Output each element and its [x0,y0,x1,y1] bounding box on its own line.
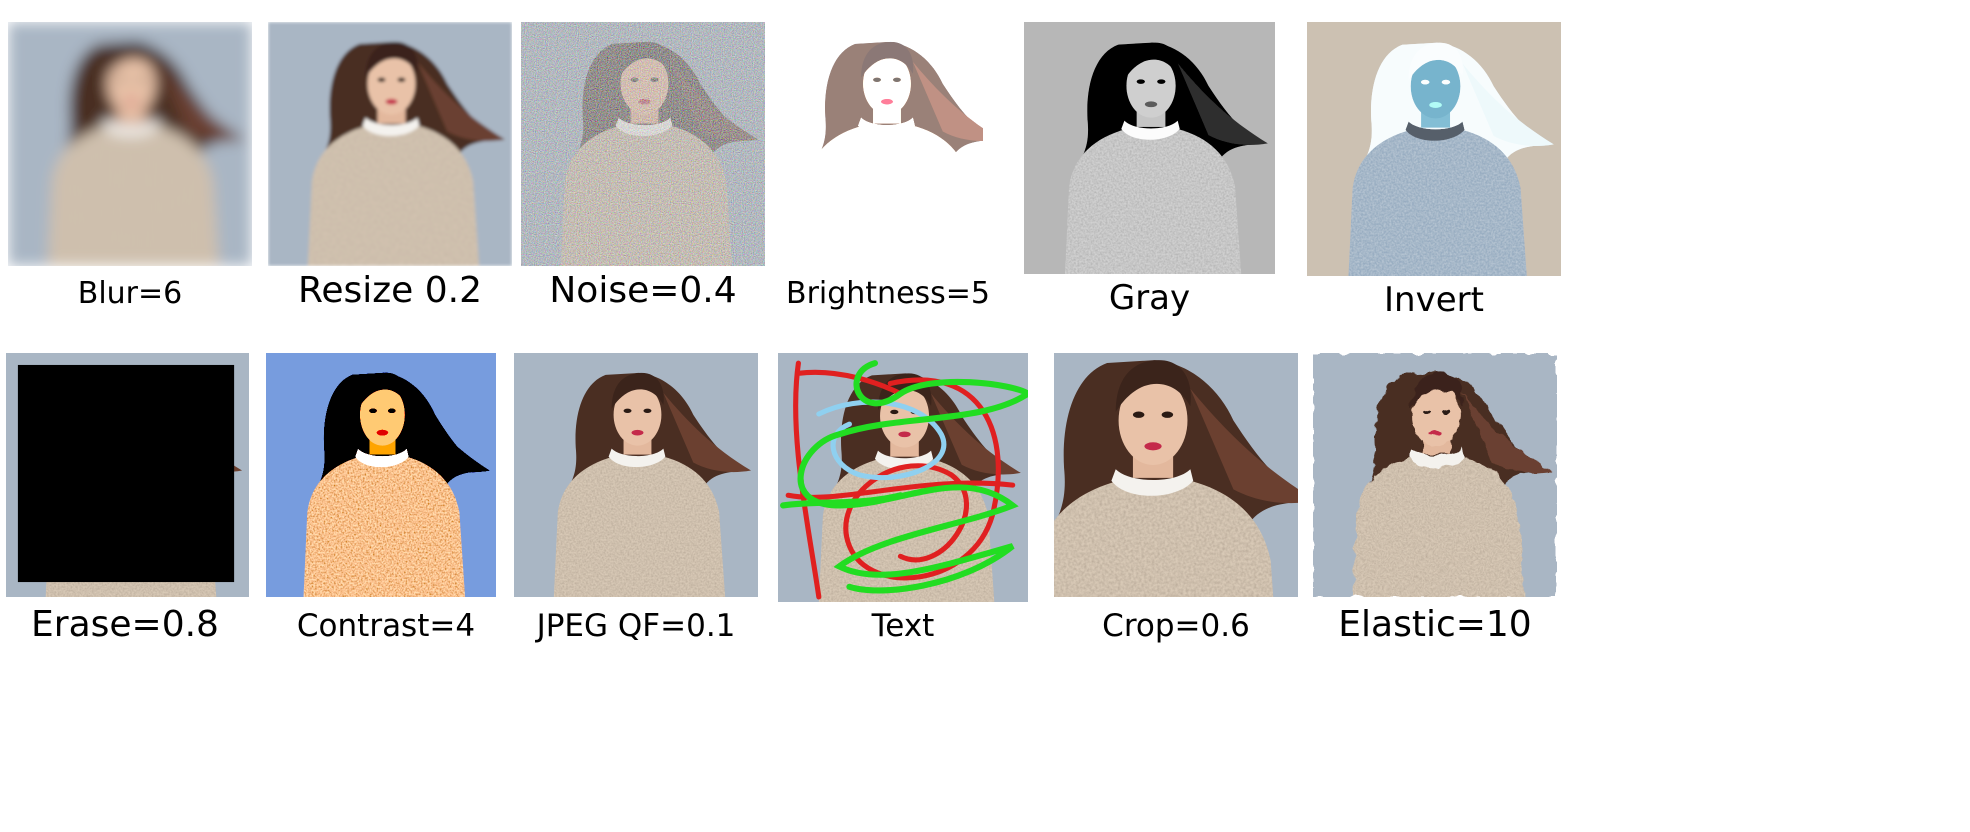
blur-image [8,22,252,266]
text-image [778,353,1028,602]
erase-caption: Erase=0.8 [31,604,219,645]
invert-image [1307,22,1561,276]
crop-caption: Crop=0.6 [1102,608,1250,644]
jpeg-image [514,353,758,597]
resize-image [268,22,512,266]
contrast-caption: Contrast=4 [296,608,476,644]
gray-image [1024,22,1275,274]
gray-caption: Gray [1108,278,1191,318]
noise-image [521,22,765,266]
jpeg-caption: JPEG QF=0.1 [536,608,736,644]
scribbles [780,360,1028,600]
noise-caption: Noise=0.4 [549,270,737,311]
text-caption: Text [871,608,935,644]
erase-image [6,353,249,597]
brightness-caption: Brightness=5 [785,276,991,311]
erase-mask [17,364,235,583]
resize-caption: Resize 0.2 [297,270,483,311]
invert-caption: Invert [1384,280,1484,320]
elastic-image [1313,353,1557,597]
contrast-image [266,353,496,597]
brightness-image [783,22,983,266]
crop-image [1054,353,1298,597]
blur-caption: Blur=6 [77,276,183,311]
elastic-caption: Elastic=10 [1338,604,1532,645]
